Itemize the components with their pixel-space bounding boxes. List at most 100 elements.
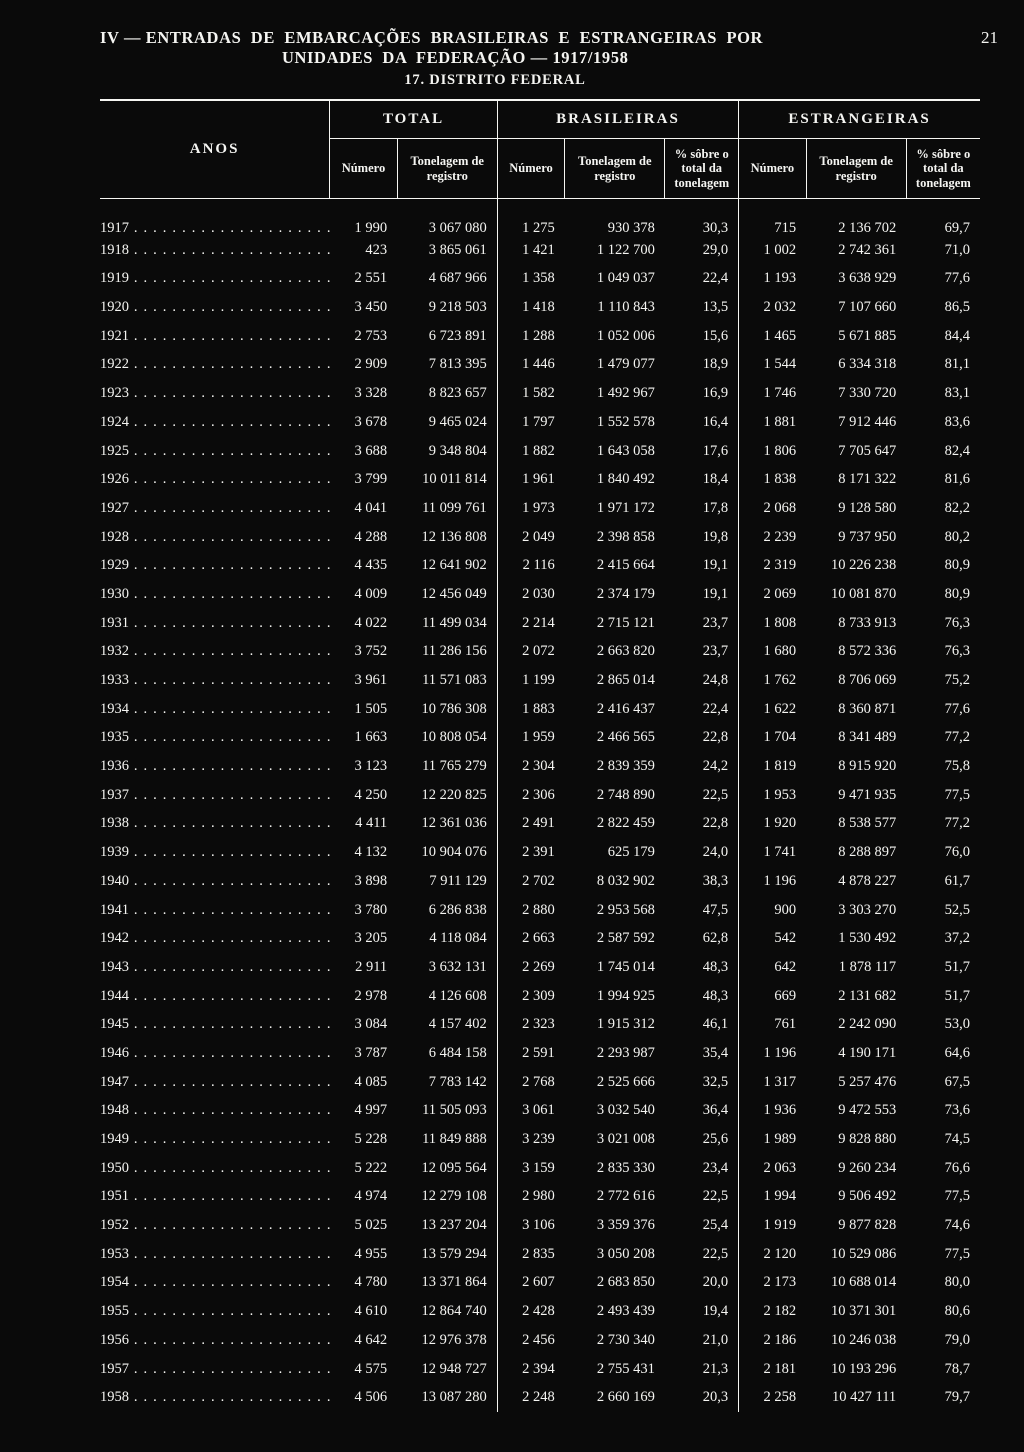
cell-e_pct: 84,4 [906,322,980,351]
cell-b_num: 1 797 [497,408,564,437]
cell-year: 1918 . . . . . . . . . . . . . . . . . .… [100,236,330,265]
cell-e_pct: 69,7 [906,199,980,236]
cell-e_pct: 77,6 [906,695,980,724]
title-line-1: IV — ENTRADAS DE EMBARCAÇÕES BRASILEIRAS… [100,28,980,48]
cell-e_pct: 79,0 [906,1326,980,1355]
cell-e_pct: 71,0 [906,236,980,265]
cell-e_ton: 9 471 935 [806,781,906,810]
cell-e_num: 1 762 [739,666,806,695]
cell-e_ton: 7 912 446 [806,408,906,437]
cell-b_pct: 47,5 [665,895,739,924]
cell-b_num: 1 199 [497,666,564,695]
cell-e_ton: 9 828 880 [806,1125,906,1154]
cell-year: 1954 . . . . . . . . . . . . . . . . . .… [100,1268,330,1297]
cell-e_num: 2 239 [739,523,806,552]
cell-b_num: 2 304 [497,752,564,781]
col-estr-numero: Número [739,139,806,199]
cell-b_num: 2 309 [497,982,564,1011]
cell-e_num: 1 196 [739,867,806,896]
cell-e_num: 2 182 [739,1297,806,1326]
cell-b_pct: 46,1 [665,1010,739,1039]
cell-year: 1936 . . . . . . . . . . . . . . . . . .… [100,752,330,781]
cell-b_pct: 21,3 [665,1354,739,1383]
cell-b_pct: 30,3 [665,199,739,236]
cell-b_ton: 1 122 700 [565,236,665,265]
cell-b_ton: 1 492 967 [565,379,665,408]
cell-t_ton: 10 786 308 [397,695,497,724]
cell-year: 1955 . . . . . . . . . . . . . . . . . .… [100,1297,330,1326]
cell-t_num: 4 411 [330,809,397,838]
cell-b_num: 2 702 [497,867,564,896]
cell-b_ton: 2 415 664 [565,551,665,580]
page-number: 21 [981,28,998,48]
cell-e_num: 1 920 [739,809,806,838]
cell-b_ton: 2 683 850 [565,1268,665,1297]
cell-year: 1920 . . . . . . . . . . . . . . . . . .… [100,293,330,322]
cell-year: 1950 . . . . . . . . . . . . . . . . . .… [100,1154,330,1183]
cell-b_ton: 1 049 037 [565,264,665,293]
cell-e_ton: 10 427 111 [806,1383,906,1412]
cell-e_ton: 4 878 227 [806,867,906,896]
cell-b_num: 1 883 [497,695,564,724]
col-group-brasileiras: BRASILEIRAS [497,100,738,139]
cell-e_ton: 7 330 720 [806,379,906,408]
cell-b_pct: 23,4 [665,1154,739,1183]
cell-e_ton: 8 341 489 [806,723,906,752]
cell-e_num: 1 819 [739,752,806,781]
cell-b_num: 1 582 [497,379,564,408]
title-line-2: UNIDADES DA FEDERAÇÃO — 1917/1958 [100,48,980,68]
cell-e_ton: 7 107 660 [806,293,906,322]
cell-b_ton: 1 745 014 [565,953,665,982]
table-row: 1929 . . . . . . . . . . . . . . . . . .… [100,551,980,580]
cell-e_pct: 76,0 [906,838,980,867]
cell-e_ton: 2 136 702 [806,199,906,236]
cell-e_ton: 10 529 086 [806,1240,906,1269]
cell-year: 1929 . . . . . . . . . . . . . . . . . .… [100,551,330,580]
cell-e_pct: 51,7 [906,953,980,982]
cell-b_num: 2 323 [497,1010,564,1039]
cell-year: 1948 . . . . . . . . . . . . . . . . . .… [100,1096,330,1125]
cell-year: 1928 . . . . . . . . . . . . . . . . . .… [100,523,330,552]
cell-e_ton: 3 638 929 [806,264,906,293]
cell-t_num: 3 688 [330,436,397,465]
table-row: 1942 . . . . . . . . . . . . . . . . . .… [100,924,980,953]
cell-year: 1923 . . . . . . . . . . . . . . . . . .… [100,379,330,408]
cell-b_num: 1 275 [497,199,564,236]
cell-b_num: 1 446 [497,350,564,379]
cell-t_ton: 9 348 804 [397,436,497,465]
cell-t_num: 2 551 [330,264,397,293]
cell-year: 1944 . . . . . . . . . . . . . . . . . .… [100,982,330,1011]
cell-b_ton: 2 865 014 [565,666,665,695]
cell-e_num: 1 002 [739,236,806,265]
col-anos: ANOS [100,100,330,199]
table-row: 1943 . . . . . . . . . . . . . . . . . .… [100,953,980,982]
cell-e_ton: 5 257 476 [806,1068,906,1097]
cell-b_num: 1 418 [497,293,564,322]
cell-year: 1946 . . . . . . . . . . . . . . . . . .… [100,1039,330,1068]
cell-e_num: 2 186 [739,1326,806,1355]
cell-e_num: 1 989 [739,1125,806,1154]
cell-b_num: 2 491 [497,809,564,838]
cell-year: 1933 . . . . . . . . . . . . . . . . . .… [100,666,330,695]
cell-e_num: 1 317 [739,1068,806,1097]
cell-b_ton: 2 587 592 [565,924,665,953]
cell-e_pct: 75,2 [906,666,980,695]
table-row: 1917 . . . . . . . . . . . . . . . . . .… [100,199,980,236]
cell-e_pct: 67,5 [906,1068,980,1097]
cell-e_num: 1 919 [739,1211,806,1240]
cell-b_pct: 17,6 [665,436,739,465]
table-row: 1945 . . . . . . . . . . . . . . . . . .… [100,1010,980,1039]
cell-year: 1930 . . . . . . . . . . . . . . . . . .… [100,580,330,609]
cell-b_num: 2 880 [497,895,564,924]
cell-b_num: 2 072 [497,637,564,666]
table-row: 1936 . . . . . . . . . . . . . . . . . .… [100,752,980,781]
cell-b_ton: 1 915 312 [565,1010,665,1039]
cell-b_num: 2 030 [497,580,564,609]
cell-e_ton: 7 705 647 [806,436,906,465]
cell-b_num: 2 394 [497,1354,564,1383]
cell-t_ton: 12 361 036 [397,809,497,838]
cell-e_num: 2 319 [739,551,806,580]
cell-b_pct: 19,8 [665,523,739,552]
cell-e_ton: 9 737 950 [806,523,906,552]
table-row: 1956 . . . . . . . . . . . . . . . . . .… [100,1326,980,1355]
